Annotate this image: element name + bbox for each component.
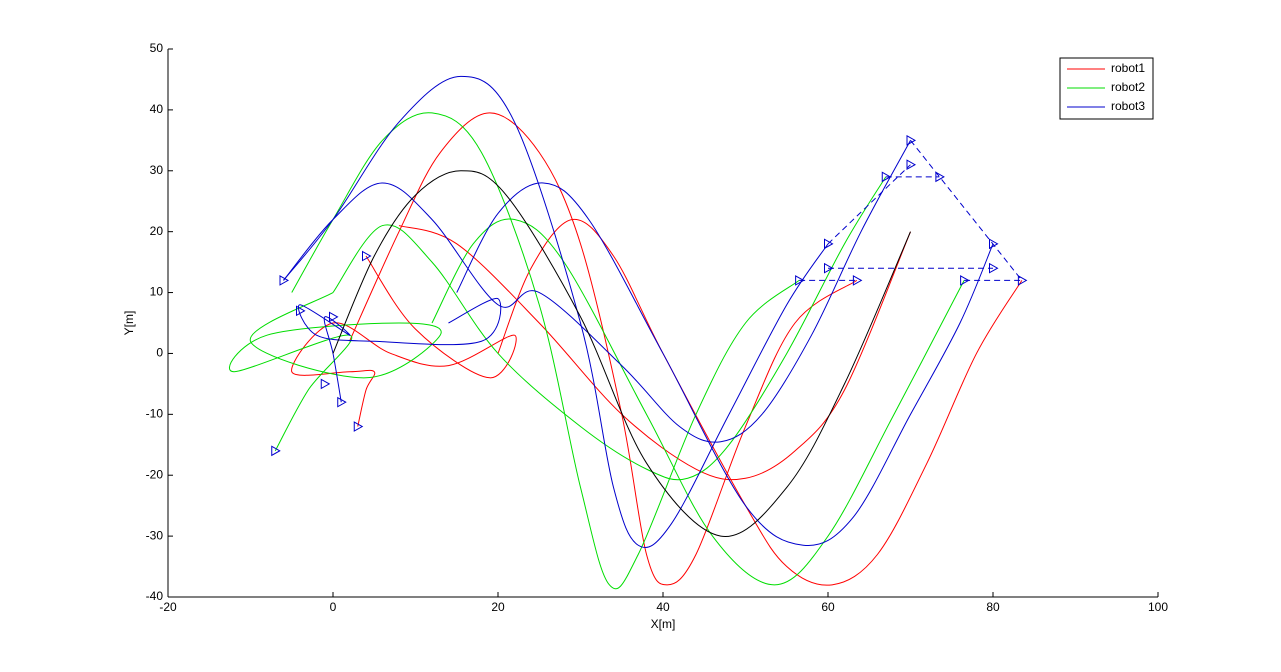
marker (852, 275, 863, 286)
x-tick-label: 20 (491, 600, 505, 614)
y-tick-label: -10 (146, 407, 164, 421)
marker (353, 421, 364, 432)
trajectory (291, 255, 517, 427)
trajectory (283, 140, 911, 443)
trajectory (431, 218, 965, 586)
y-axis-label: Y[m] (122, 311, 136, 336)
marker (337, 396, 347, 408)
marker (960, 275, 970, 286)
marker (795, 275, 805, 286)
marker (989, 262, 999, 274)
marker (320, 378, 331, 390)
trajectory (349, 112, 858, 586)
legend-label: robot2 (1111, 80, 1145, 94)
y-tick-label: 0 (156, 346, 163, 360)
trajectory (398, 225, 911, 481)
marker (935, 171, 945, 183)
x-axis-label: X[m] (651, 617, 676, 631)
y-tick-label: 20 (150, 224, 164, 238)
x-tick-label: -20 (159, 600, 177, 614)
x-tick-label: 80 (986, 600, 1000, 614)
formation-line (799, 140, 1023, 281)
trajectory (228, 292, 442, 452)
legend-label: robot3 (1111, 99, 1145, 113)
y-tick-label: -40 (146, 589, 164, 603)
trajectory (298, 298, 502, 403)
trajectory (332, 176, 887, 481)
marker (881, 171, 892, 183)
marker (329, 311, 339, 323)
trajectory (283, 75, 829, 549)
x-tick-label: 100 (1148, 600, 1168, 614)
trajectory (332, 170, 911, 537)
x-tick-label: 40 (656, 600, 670, 614)
marker (989, 238, 999, 250)
y-tick-label: -30 (146, 528, 164, 542)
marker (271, 445, 281, 457)
marker (906, 134, 917, 146)
y-tick-label: 30 (150, 163, 164, 177)
marker (906, 159, 917, 171)
marker (296, 305, 306, 317)
trajectory (291, 112, 800, 590)
y-tick-label: -20 (146, 467, 164, 481)
x-tick-label: 60 (821, 600, 835, 614)
y-tick-label: 10 (150, 285, 164, 299)
marker (279, 275, 290, 286)
trajectory (456, 182, 994, 547)
marker (824, 262, 834, 274)
marker (824, 238, 834, 250)
y-tick-label: 40 (150, 102, 164, 116)
y-tick-label: 50 (150, 41, 164, 55)
marker (362, 250, 372, 262)
x-tick-label: 0 (330, 600, 337, 614)
trajectory (497, 218, 1023, 586)
legend-label: robot1 (1111, 61, 1145, 75)
marker (1017, 275, 1028, 286)
